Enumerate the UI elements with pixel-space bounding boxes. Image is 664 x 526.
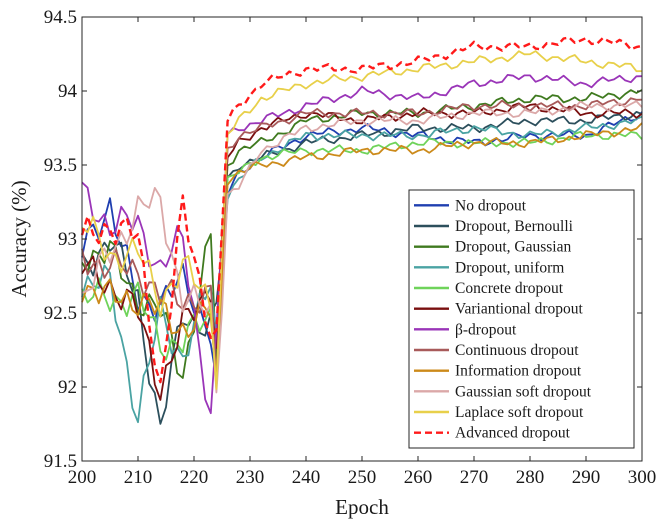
x-tick-label: 290 xyxy=(572,467,601,488)
y-tick-label: 92.5 xyxy=(44,303,77,324)
x-tick-label: 300 xyxy=(628,467,657,488)
y-tick-label: 92 xyxy=(58,377,77,398)
series-line-3 xyxy=(81,115,643,424)
series-line-1 xyxy=(81,111,643,425)
series-line-7 xyxy=(81,97,643,378)
y-tick-label: 91.5 xyxy=(44,451,77,472)
series-line-2 xyxy=(81,89,643,379)
legend-label: Variantional dropout xyxy=(455,301,584,318)
series-line-11 xyxy=(80,36,643,384)
y-tick-label: 94.5 xyxy=(44,7,77,28)
series-line-8 xyxy=(81,122,643,379)
legend-label: No dropout xyxy=(455,197,527,214)
series-line-4 xyxy=(81,130,643,389)
x-tick-label: 210 xyxy=(124,467,153,488)
series-line-6 xyxy=(81,74,643,415)
x-tick-label: 260 xyxy=(404,467,433,488)
y-tick-label: 93 xyxy=(58,229,77,250)
y-tick-label: 94 xyxy=(58,81,78,102)
x-tick-label: 240 xyxy=(292,467,321,488)
legend-label: Information dropout xyxy=(455,363,582,380)
y-axis-label: Accuracy (%) xyxy=(7,180,31,297)
legend: No dropout Dropout, Bernoulli Dropout, Gau… xyxy=(408,189,635,449)
legend-label: Concrete dropout xyxy=(455,280,564,297)
legend-label: Dropout, uniform xyxy=(455,259,564,276)
legend-label: Dropout, Gaussian xyxy=(455,239,571,256)
legend-box xyxy=(408,189,635,449)
x-tick-label: 270 xyxy=(460,467,489,488)
x-tick-label: 230 xyxy=(236,467,265,488)
series-line-10 xyxy=(81,50,643,390)
legend-label: Dropout, Bernoulli xyxy=(455,218,574,235)
legend-label: Laplace soft dropout xyxy=(455,404,584,421)
legend-label: Continuous dropout xyxy=(455,342,579,359)
x-tick-label: 200 xyxy=(68,467,97,488)
series-line-9 xyxy=(81,100,643,394)
series-layer xyxy=(80,36,643,425)
x-tick-label: 220 xyxy=(180,467,209,488)
legend-label: Advanced dropout xyxy=(455,425,571,442)
legend-label: Gaussian soft dropout xyxy=(455,383,592,400)
x-tick-label: 250 xyxy=(348,467,377,488)
y-tick-label: 93.5 xyxy=(44,155,77,176)
x-axis-label: Epoch xyxy=(335,495,389,519)
x-tick-label: 280 xyxy=(516,467,545,488)
tick-layer: 200 210 220 230 240 250 260 270 280 290 300 91.5 92 9… xyxy=(44,7,657,488)
legend-label: β-dropout xyxy=(455,321,517,338)
